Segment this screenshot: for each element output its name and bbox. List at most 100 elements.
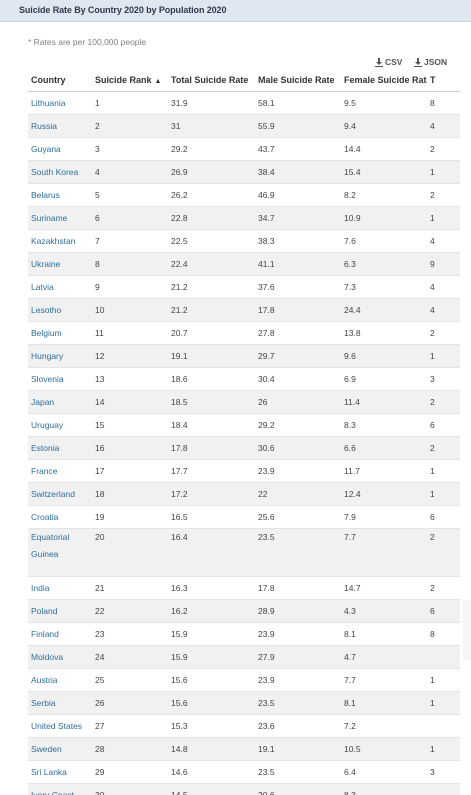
total-rate-cell: 17.8: [168, 436, 255, 460]
table-row: South Korea 4 26.9 38.4 15.4 1: [28, 160, 460, 184]
country-cell[interactable]: France: [28, 459, 92, 483]
male-rate-cell: 23.6: [255, 714, 341, 738]
country-cell[interactable]: Kazakhstan: [28, 229, 92, 253]
column-header-female-rate[interactable]: Female Suicide Rate: [341, 69, 427, 92]
country-cell[interactable]: Austria: [28, 668, 92, 692]
total-rate-cell: 31: [168, 114, 255, 138]
rank-cell: 27: [92, 714, 168, 738]
rank-cell: 8: [92, 252, 168, 276]
country-cell[interactable]: Moldova: [28, 645, 92, 669]
country-cell[interactable]: Ivory Coast: [28, 783, 92, 795]
table-row: Belarus 5 26.2 46.9 8.2 2: [28, 183, 460, 207]
female-rate-cell: 8.3: [341, 413, 427, 437]
country-cell[interactable]: Ukraine: [28, 252, 92, 276]
total-rate-cell: 22.5: [168, 229, 255, 253]
female-rate-cell: 13.8: [341, 321, 427, 345]
female-rate-cell: 7.2: [341, 714, 427, 738]
country-cell[interactable]: Switzerland: [28, 482, 92, 506]
country-cell[interactable]: Latvia: [28, 275, 92, 299]
male-rate-cell: 20.6: [255, 783, 341, 795]
country-cell[interactable]: Suriname: [28, 206, 92, 230]
table-row: Croatia 19 16.5 25.6 7.9 6: [28, 505, 460, 529]
country-cell[interactable]: South Korea: [28, 160, 92, 184]
country-cell[interactable]: Belarus: [28, 183, 92, 207]
table-row: Guyana 3 29.2 43.7 14.4 2: [28, 137, 460, 161]
male-rate-cell: 38.3: [255, 229, 341, 253]
truncated-cell: 1: [427, 691, 460, 715]
column-header-truncated[interactable]: T: [427, 69, 460, 92]
json-download-button[interactable]: JSON: [414, 57, 447, 67]
rank-cell: 22: [92, 599, 168, 623]
truncated-cell: 2: [427, 321, 460, 345]
country-cell[interactable]: Sri Lanka: [28, 760, 92, 784]
country-cell[interactable]: Guyana: [28, 137, 92, 161]
table-row: Finland 23 15.9 23.9 8.1 8: [28, 622, 460, 646]
truncated-cell: 4: [427, 229, 460, 253]
column-header-country[interactable]: Country: [28, 69, 92, 92]
female-rate-cell: 12.4: [341, 482, 427, 506]
total-rate-cell: 15.6: [168, 668, 255, 692]
column-header-rank[interactable]: Suicide Rank ▲: [92, 69, 168, 92]
female-rate-cell: 6.3: [341, 252, 427, 276]
panel-title: Suicide Rate By Country 2020 by Populati…: [19, 5, 227, 15]
column-header-total-rate[interactable]: Total Suicide Rate: [168, 69, 255, 92]
country-cell[interactable]: Slovenia: [28, 367, 92, 391]
csv-download-button[interactable]: CSV: [375, 57, 402, 67]
country-cell[interactable]: India: [28, 576, 92, 600]
male-rate-cell: 28.9: [255, 599, 341, 623]
country-cell[interactable]: Belgium: [28, 321, 92, 345]
total-rate-cell: 29.2: [168, 137, 255, 161]
table-row: Sri Lanka 29 14.6 23.5 6.4 3: [28, 760, 460, 784]
truncated-cell: 1: [427, 737, 460, 761]
truncated-cell: 1: [427, 459, 460, 483]
truncated-cell: 1: [427, 160, 460, 184]
female-rate-cell: 7.9: [341, 505, 427, 529]
total-rate-cell: 26.2: [168, 183, 255, 207]
truncated-cell: 4: [427, 298, 460, 322]
table-row: Switzerland 18 17.2 22 12.4 1: [28, 482, 460, 506]
table-row: Belgium 11 20.7 27.8 13.8 2: [28, 321, 460, 345]
male-rate-cell: 58.1: [255, 91, 341, 115]
rank-cell: 13: [92, 367, 168, 391]
total-rate-cell: 21.2: [168, 298, 255, 322]
country-cell[interactable]: Croatia: [28, 505, 92, 529]
country-cell[interactable]: Lesotho: [28, 298, 92, 322]
female-rate-cell: 8.1: [341, 691, 427, 715]
country-cell[interactable]: Poland: [28, 599, 92, 623]
rank-cell: 30: [92, 783, 168, 795]
male-rate-cell: 23.5: [255, 528, 341, 577]
truncated-cell: 2: [427, 436, 460, 460]
country-cell[interactable]: Japan: [28, 390, 92, 414]
female-rate-cell: 6.9: [341, 367, 427, 391]
country-cell[interactable]: Serbia: [28, 691, 92, 715]
truncated-cell: 1: [427, 482, 460, 506]
table-row: Austria 25 15.6 23.9 7.7 1: [28, 668, 460, 692]
table-container: Country Suicide Rank ▲ Total Suicide Rate…: [28, 69, 471, 795]
country-cell[interactable]: Equatorial Guinea: [28, 528, 92, 577]
male-rate-cell: 43.7: [255, 137, 341, 161]
scrollbar-track[interactable]: [463, 600, 471, 660]
female-rate-cell: 7.7: [341, 668, 427, 692]
truncated-cell: 3: [427, 760, 460, 784]
male-rate-cell: 23.5: [255, 691, 341, 715]
country-cell[interactable]: Uruguay: [28, 413, 92, 437]
total-rate-cell: 17.2: [168, 482, 255, 506]
male-rate-cell: 34.7: [255, 206, 341, 230]
rank-cell: 24: [92, 645, 168, 669]
total-rate-cell: 14.8: [168, 737, 255, 761]
total-rate-cell: 14.6: [168, 760, 255, 784]
country-cell[interactable]: Estonia: [28, 436, 92, 460]
table-row: United States 27 15.3 23.6 7.2: [28, 714, 460, 738]
country-cell[interactable]: Lithuania: [28, 91, 92, 115]
column-header-male-rate[interactable]: Male Suicide Rate: [255, 69, 341, 92]
table-row: Russia 2 31 55.9 9.4 4: [28, 114, 460, 138]
country-cell[interactable]: Finland: [28, 622, 92, 646]
country-cell[interactable]: Sweden: [28, 737, 92, 761]
country-cell[interactable]: United States: [28, 714, 92, 738]
female-rate-cell: 10.5: [341, 737, 427, 761]
truncated-cell: 6: [427, 413, 460, 437]
country-cell[interactable]: Russia: [28, 114, 92, 138]
country-cell[interactable]: Hungary: [28, 344, 92, 368]
table-row: France 17 17.7 23.9 11.7 1: [28, 459, 460, 483]
truncated-cell: 1: [427, 344, 460, 368]
